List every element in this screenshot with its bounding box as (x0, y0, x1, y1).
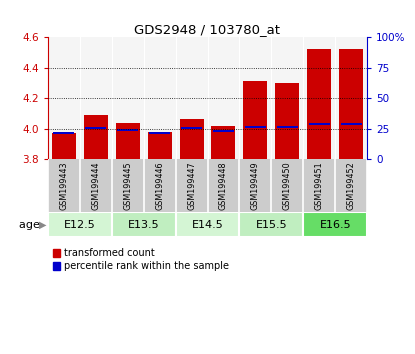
Text: GSM199444: GSM199444 (91, 161, 100, 210)
Bar (117, 129, 138, 131)
Bar (53, 132, 74, 134)
Bar (112, 212, 176, 237)
Bar (212, 126, 235, 159)
Bar (244, 81, 267, 159)
Bar (180, 119, 203, 159)
Text: GSM199445: GSM199445 (123, 161, 132, 210)
Text: E14.5: E14.5 (192, 220, 223, 230)
Bar (277, 126, 298, 128)
Bar (148, 132, 171, 159)
Text: E16.5: E16.5 (320, 220, 351, 230)
Bar (213, 130, 234, 132)
Bar (48, 212, 112, 237)
Bar (245, 126, 266, 128)
Title: GDS2948 / 103780_at: GDS2948 / 103780_at (134, 23, 281, 36)
Text: GSM199448: GSM199448 (219, 161, 228, 210)
Text: E13.5: E13.5 (128, 220, 159, 230)
Bar (85, 127, 106, 130)
Bar (339, 49, 363, 159)
Bar (341, 122, 362, 125)
Text: age: age (19, 220, 44, 230)
Bar (309, 122, 330, 125)
Text: GSM199452: GSM199452 (347, 161, 356, 210)
Text: ▶: ▶ (39, 220, 46, 230)
Bar (149, 132, 170, 134)
Bar (84, 115, 107, 159)
Bar (176, 212, 239, 237)
Text: GSM199451: GSM199451 (315, 161, 324, 210)
Bar (308, 49, 331, 159)
Bar (303, 212, 367, 237)
Bar (52, 133, 76, 159)
Text: GSM199449: GSM199449 (251, 161, 260, 210)
Bar (116, 122, 139, 159)
Text: GSM199447: GSM199447 (187, 161, 196, 210)
Text: GSM199450: GSM199450 (283, 161, 292, 210)
Text: GSM199446: GSM199446 (155, 161, 164, 210)
Bar (181, 127, 202, 130)
Bar (276, 83, 299, 159)
Text: GSM199443: GSM199443 (59, 161, 68, 210)
Text: E12.5: E12.5 (64, 220, 95, 230)
Bar (239, 212, 303, 237)
Text: E15.5: E15.5 (256, 220, 287, 230)
Legend: transformed count, percentile rank within the sample: transformed count, percentile rank withi… (53, 249, 229, 271)
